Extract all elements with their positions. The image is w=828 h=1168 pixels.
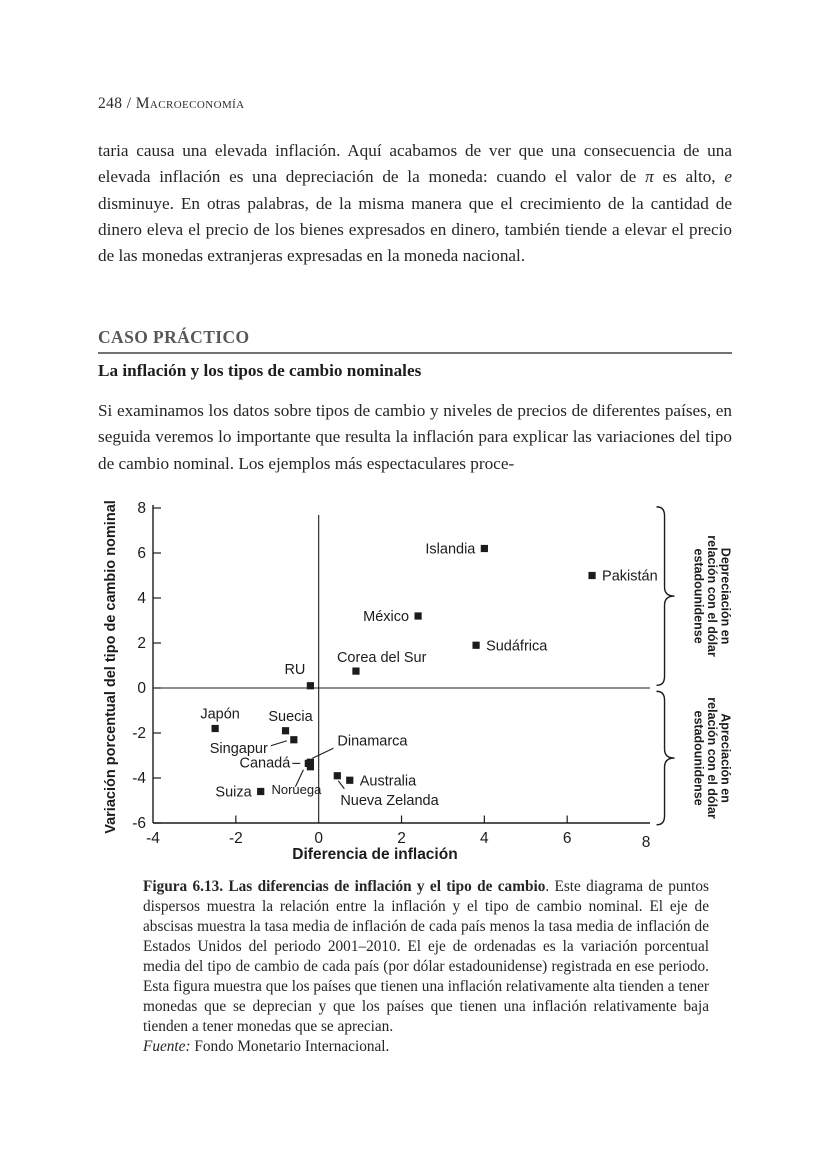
leader-line-dinamarca [312,747,334,759]
data-point-suecia [281,727,290,735]
point-label-jap-n: Japón [200,707,240,723]
data-point-australia [346,776,354,784]
point-label-dinamarca: Dinamarca [337,733,408,749]
source-label: Fuente: [143,1038,191,1055]
text-segment: taria causa una elevada inflación. Aquí … [98,141,732,187]
y-tick-label: 0 [137,680,146,697]
source-text: Fondo Monetario Internacional. [190,1038,390,1055]
point-label-pakist-n: Pakistán [602,569,658,585]
figure-6-13-scatter-chart: 8 6 4 2 0 -2 -4 -6 -4 -2 0 2 4 6 8 Diferencia de inflac… [98,495,745,870]
point-label-australia: Australia [360,773,417,789]
point-label-suiza: Suiza [215,785,252,801]
point-label-nueva-zelanda: Nueva Zelanda [340,793,439,809]
x-tick-label: 6 [563,830,572,847]
figure-caption-body: . Este diagrama de puntos dispersos mues… [143,878,709,1035]
x-tick-label: 8 [642,834,651,851]
y-tick-label: 2 [137,635,146,652]
x-tick-label: -2 [229,830,243,847]
data-point-m-xico [414,612,422,620]
point-label-sud-frica: Sudáfrica [486,638,548,654]
y-tick-label: 8 [137,500,146,517]
x-axis-title: Diferencia de inflación [292,846,457,863]
data-point-dinamarca [306,758,314,766]
y-axis-title: Variación porcentual del tipo de cambio … [103,500,119,834]
data-point-ru [306,682,314,690]
data-point-suiza [257,787,265,796]
text-segment: es alto, [653,167,725,187]
point-label-corea-del-sur: Corea del Sur [337,650,427,666]
data-point-sud-frica [472,641,480,649]
point-label-singapur: Singapur [210,741,268,757]
point-label-m-xico: México [363,609,409,625]
leader-line-noruega [294,769,304,787]
x-tick-label: -4 [146,830,160,847]
data-point-corea-del-sur [352,667,360,675]
y-tick-label: -6 [132,815,146,832]
top-brace [656,506,675,686]
intro-paragraph: taria causa una elevada inflación. Aquí … [98,138,732,269]
point-label-islandia: Islandia [425,542,476,558]
data-point-pakist-n [588,571,596,580]
y-tick-label: -2 [132,725,146,742]
x-tick-label: 2 [397,830,406,847]
case-study-paragraph: Si examinamos los datos sobre tipos de c… [98,401,732,473]
figure-caption: Figura 6.13. Las diferencias de inflació… [143,877,709,1057]
point-label-canad-: Canadá [240,755,292,771]
bottom-brace-label: Apreciación enrelación con el dólarestad… [692,697,733,819]
leader-line-singapur [270,740,287,747]
running-header: 248 / Macroeconomía [98,95,245,112]
y-tick-label: 6 [137,545,146,562]
data-point-nueva-zelanda [333,772,341,780]
italic-variable: e [724,167,733,187]
case-study-kicker: CASO PRÁCTICO [98,327,250,347]
y-tick-label: -4 [132,770,146,787]
point-label-suecia: Suecia [268,709,313,725]
point-label-ru: RU [284,662,305,678]
text-segment: disminuye. En otras palabras, de la mism… [98,193,732,266]
italic-variable: π [645,167,654,187]
bottom-brace [656,690,675,826]
figure-caption-lead: Figura 6.13. Las diferencias de inflació… [143,878,546,895]
leader-line-nueva-zelanda [337,780,345,790]
data-point-noruega [306,763,314,771]
case-study-title: La inflación y los tipos de cambio nomin… [98,361,422,380]
x-tick-label: 4 [480,830,489,847]
divider-rule [98,352,732,354]
figure-source-line: Fuente: Fondo Monetario Internacional. [143,1037,709,1057]
data-point-singapur [290,736,298,744]
data-point-islandia [480,544,488,553]
point-label-noruega: Noruega [271,782,322,797]
x-tick-label: 0 [314,830,323,847]
y-tick-label: 4 [137,590,146,607]
data-point-jap-n [211,724,219,733]
top-brace-label: Depreciación enrelación con el dólaresta… [692,535,733,657]
